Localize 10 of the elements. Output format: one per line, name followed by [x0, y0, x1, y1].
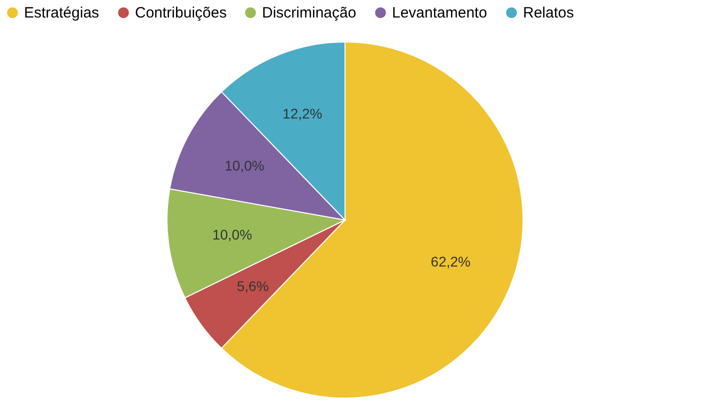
- data-label: 10,0%: [224, 157, 264, 174]
- data-label: 12,2%: [282, 105, 322, 122]
- legend-label: Estratégias: [24, 4, 100, 22]
- legend-label: Discriminação: [262, 4, 356, 22]
- legend-label: Relatos: [523, 4, 574, 22]
- data-label: 10,0%: [212, 226, 252, 243]
- data-label: 5,6%: [236, 278, 269, 294]
- legend-label: Contribuições: [135, 4, 227, 22]
- legend-label: Levantamento: [392, 4, 488, 22]
- data-label: 62,2%: [430, 254, 471, 270]
